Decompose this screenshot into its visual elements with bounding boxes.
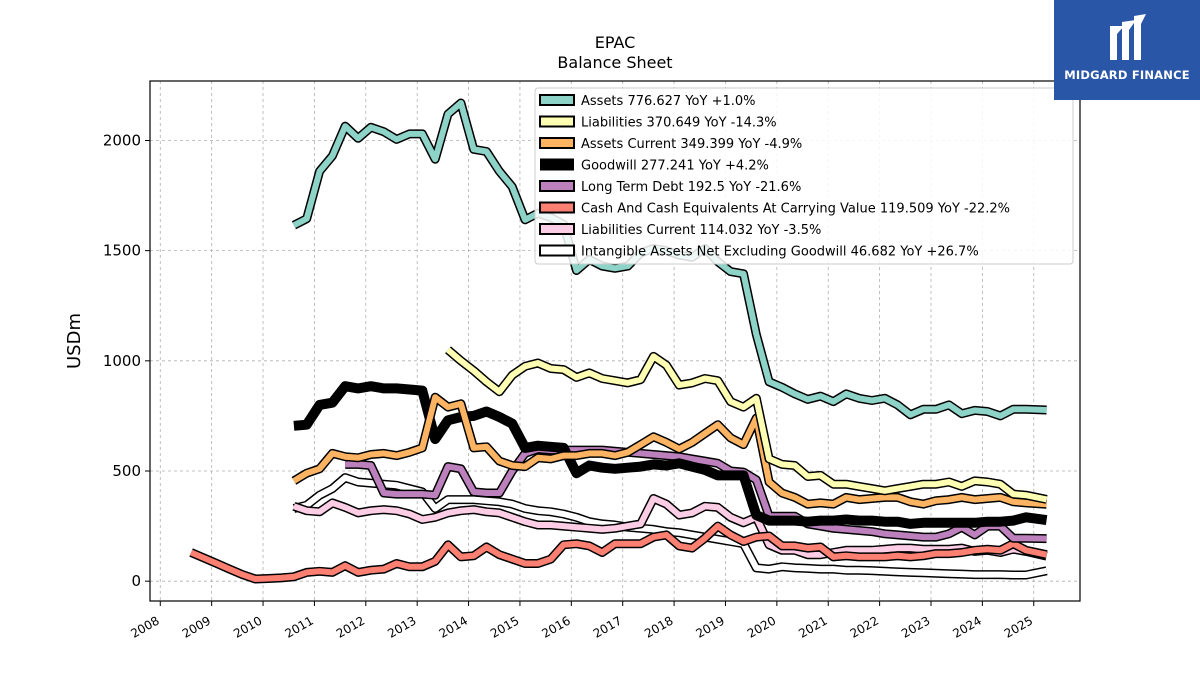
- y-axis: 0 500 1000 1500 2000: [103, 131, 150, 590]
- legend-label: Goodwill 277.241 YoY +4.2%: [581, 159, 769, 174]
- legend-item: Assets Current 349.399 YoY -4.9%: [539, 137, 802, 152]
- y-tick-label: 500: [112, 462, 141, 480]
- y-tick-label: 2000: [103, 131, 141, 149]
- x-tick-label: 2020: [745, 613, 778, 640]
- y-tick-label: 1000: [103, 352, 141, 370]
- legend-swatch: [539, 137, 575, 149]
- y-tick-label: 0: [131, 572, 141, 590]
- series-liabilities-current: [292, 494, 1048, 561]
- x-axis: 2008 2009 2010 2011 2012 2013 2014 2015 2016 2017…: [128, 601, 1035, 641]
- legend-swatch: [539, 223, 575, 235]
- legend-item: Long Term Debt 192.5 YoY -21.6%: [539, 180, 801, 195]
- x-tick-label: 2017: [591, 613, 624, 640]
- x-tick-label: 2025: [1002, 613, 1035, 640]
- legend-box: [534, 87, 1074, 265]
- legend-label: Assets Current 349.399 YoY -4.9%: [581, 137, 802, 152]
- series-line: [292, 495, 1048, 560]
- plot-frame: [149, 80, 1081, 602]
- legend-label: Cash And Cash Equivalents At Carrying Va…: [581, 202, 1010, 217]
- x-tick-label: 2019: [694, 613, 727, 640]
- legend-label: Liabilities Current 114.032 YoY -3.5%: [581, 223, 821, 238]
- legend-swatch: [540, 158, 574, 171]
- series-goodwill: [293, 381, 1048, 529]
- brand-name: MIDGARD FINANCE: [1064, 68, 1190, 82]
- legend-swatch: [539, 244, 575, 257]
- x-tick-label: 2011: [282, 613, 315, 640]
- y-axis-label: USDm: [64, 313, 85, 369]
- legend-item: Cash And Cash Equivalents At Carrying Va…: [539, 201, 1010, 217]
- legend-item: Goodwill 277.241 YoY +4.2%: [540, 158, 769, 174]
- series-line: [189, 523, 1048, 582]
- midgard-finance-logo: MIDGARD FINANCE: [1054, 0, 1200, 100]
- legend-label: Liabilities 370.649 YoY -14.3%: [581, 116, 777, 131]
- x-tick-label: 2009: [180, 613, 213, 640]
- series-line: [293, 381, 1048, 529]
- series-liabilities: [445, 346, 1048, 504]
- x-tick-label: 2012: [334, 613, 367, 640]
- legend-item: Liabilities 370.649 YoY -14.3%: [539, 115, 777, 131]
- legend-label: Intangible Assets Net Excluding Goodwill…: [581, 245, 979, 260]
- x-tick-label: 2008: [128, 613, 161, 640]
- series-assets-current: [291, 392, 1047, 509]
- x-tick-label: 2015: [488, 613, 521, 640]
- legend-swatch: [539, 94, 575, 106]
- series-line: [345, 446, 1047, 542]
- x-tick-label: 2013: [385, 613, 418, 640]
- legend-swatch: [539, 115, 575, 128]
- x-tick-label: 2023: [899, 613, 932, 640]
- chart-title: EPAC: [595, 33, 636, 52]
- series-line: [446, 347, 1048, 503]
- x-tick-label: 2021: [796, 613, 829, 640]
- series-line: [292, 394, 1047, 508]
- series-cash-and-cash-equivalents-at-carrying-value: [189, 521, 1048, 584]
- x-tick-label: 2010: [231, 613, 264, 640]
- legend-label: Assets 776.627 YoY +1.0%: [581, 94, 756, 109]
- legend-item: Intangible Assets Net Excluding Goodwill…: [539, 244, 979, 260]
- legend-label: Long Term Debt 192.5 YoY -21.6%: [581, 180, 801, 195]
- legend-swatch: [539, 201, 575, 214]
- x-tick-label: 2022: [848, 613, 881, 640]
- x-tick-label: 2018: [642, 613, 675, 640]
- logo-mark-icon: [1110, 14, 1146, 60]
- legend-swatch: [539, 180, 575, 192]
- legend: Assets 776.627 YoY +1.0% Liabilities 370.…: [534, 87, 1074, 265]
- legend-item: Assets 776.627 YoY +1.0%: [539, 94, 756, 109]
- series-long-term-debt: [345, 444, 1047, 544]
- chart-subtitle: Balance Sheet: [557, 53, 672, 72]
- x-tick-label: 2024: [950, 613, 983, 640]
- x-tick-label: 2014: [437, 613, 470, 640]
- y-tick-label: 1500: [103, 242, 141, 260]
- x-tick-label: 2016: [539, 613, 572, 640]
- legend-item: Liabilities Current 114.032 YoY -3.5%: [539, 223, 821, 238]
- series-lines: [189, 98, 1048, 584]
